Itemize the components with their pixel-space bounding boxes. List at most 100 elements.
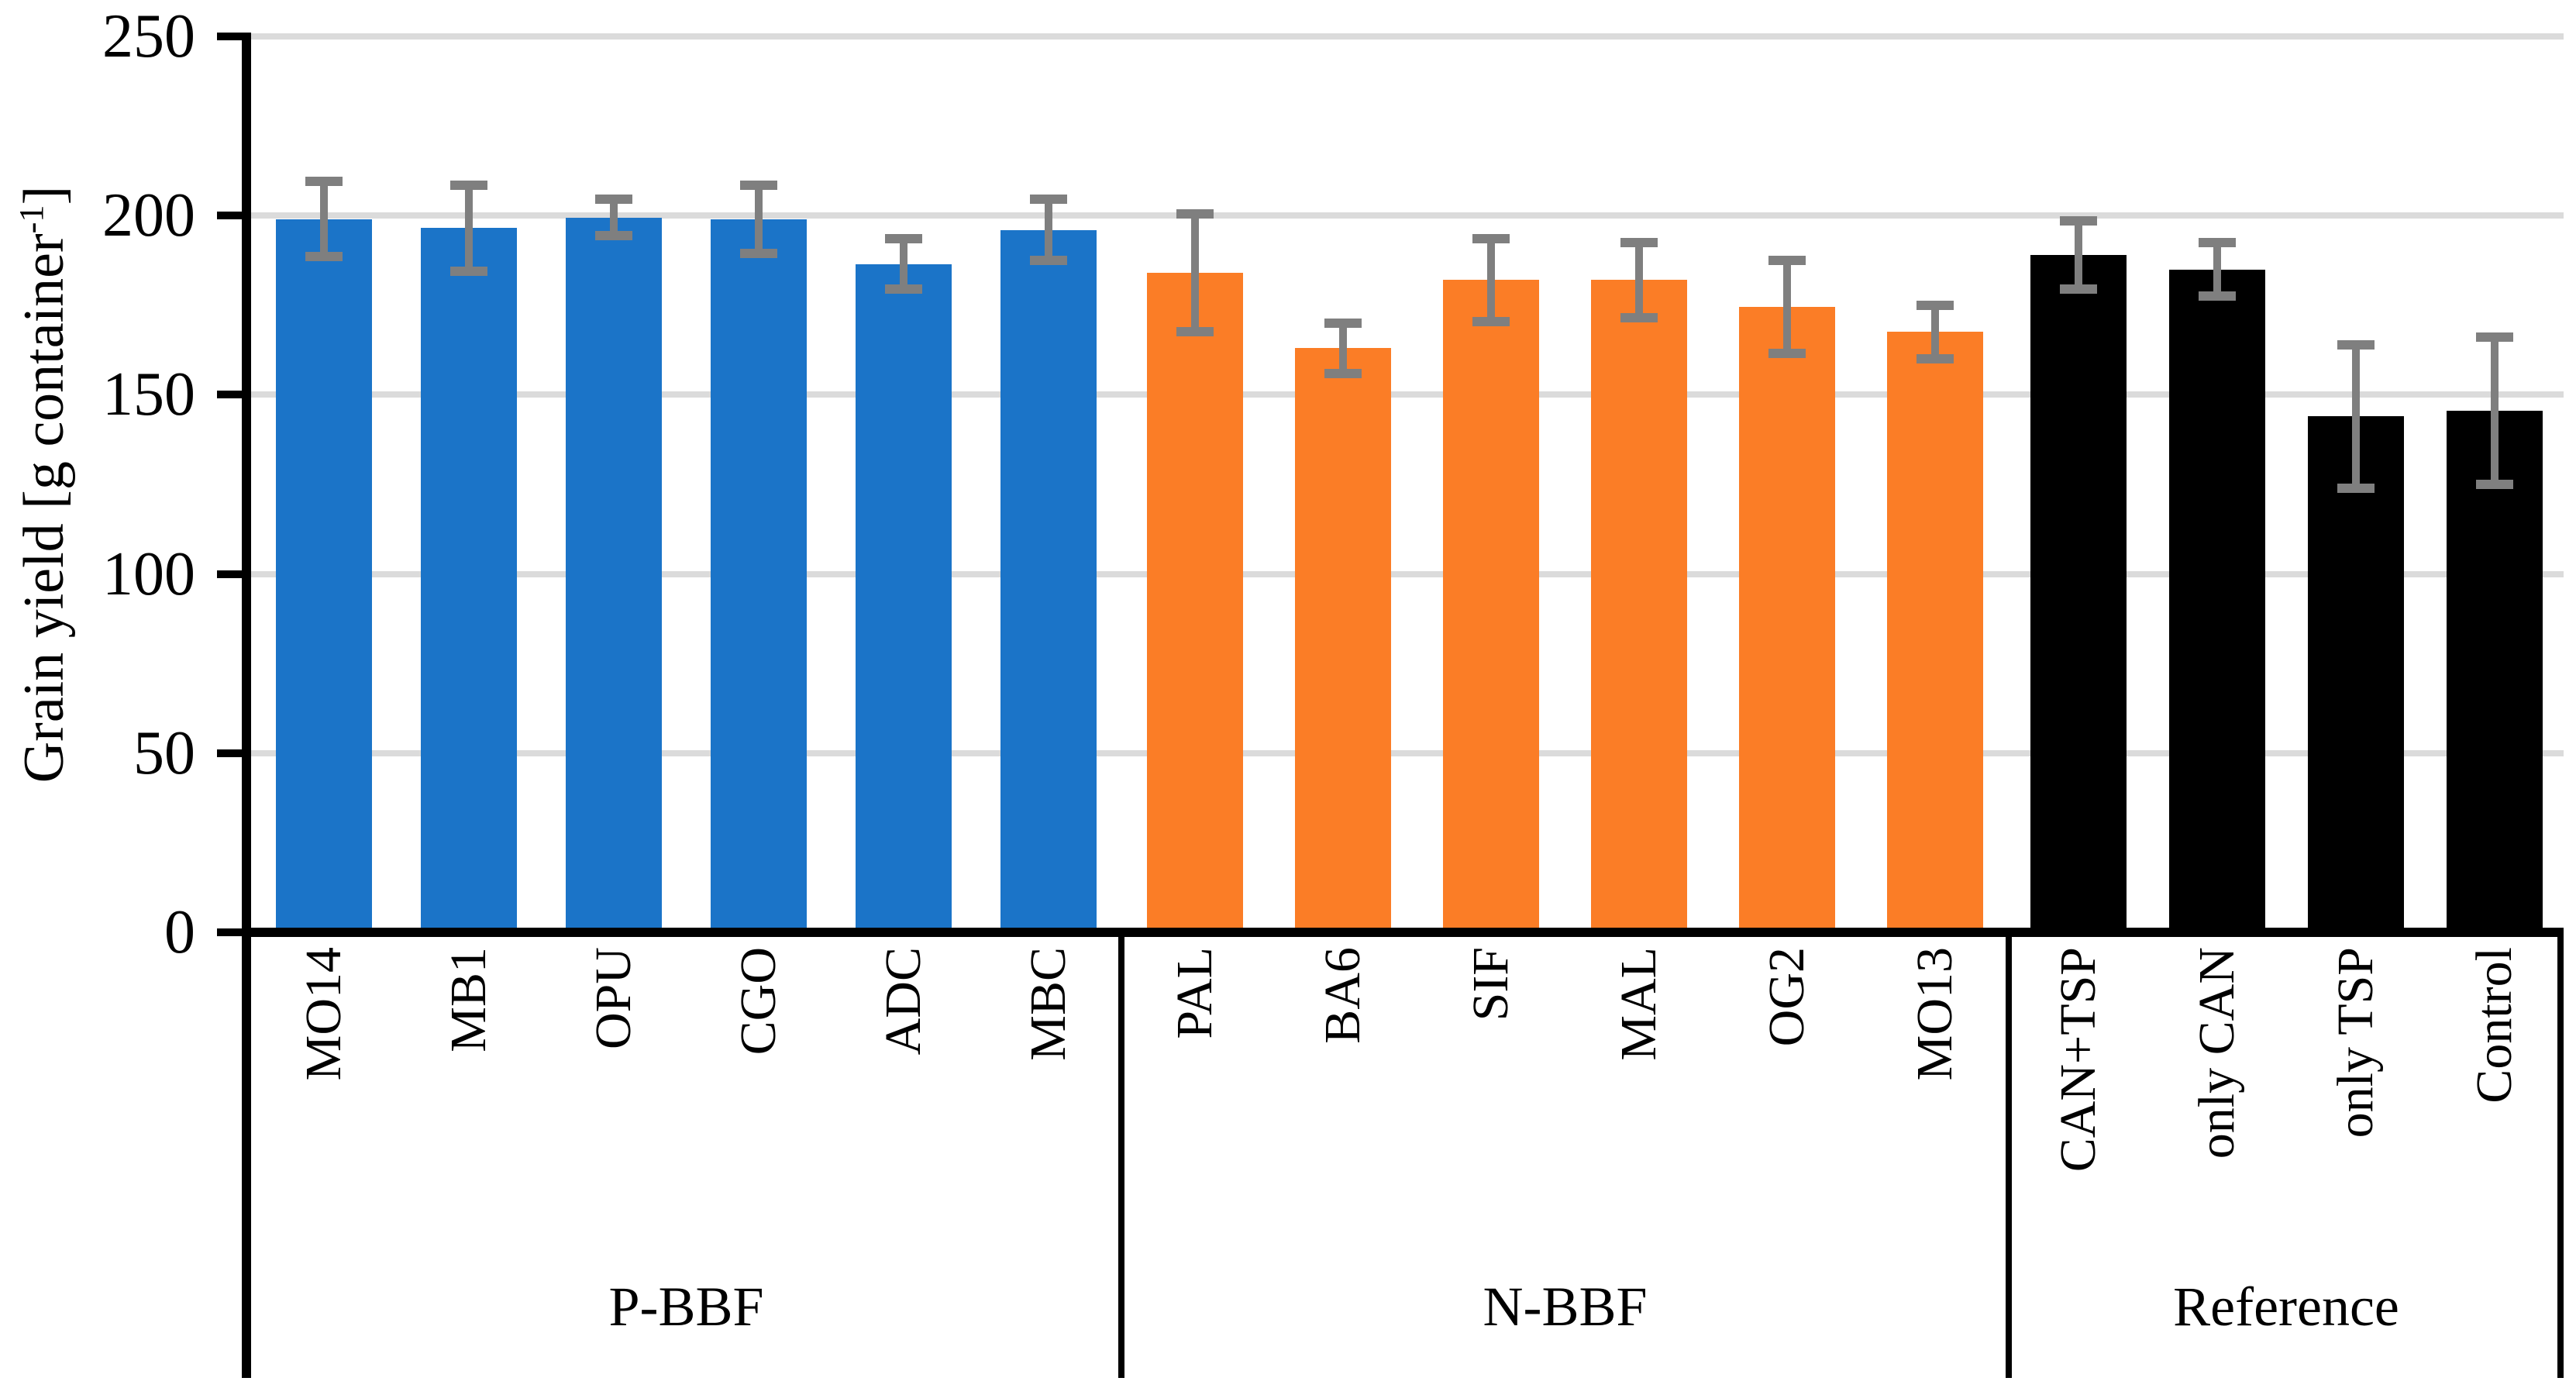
group-label-N-BBF: N-BBF — [1483, 1276, 1648, 1338]
category-label-text-CAN+TSP: CAN+TSP — [2049, 947, 2106, 1173]
error-bar-top-cap-SIF — [1472, 234, 1510, 244]
error-bar-top-cap-MBC — [1030, 195, 1068, 205]
error-bar-line-ADC — [900, 239, 908, 289]
y-axis-title-suffix: ] — [12, 185, 76, 205]
bar-MO14 — [275, 219, 372, 932]
error-bar-top-cap-PAL — [1176, 208, 1214, 219]
category-label-text-only CAN: only CAN — [2188, 947, 2245, 1159]
y-axis-line — [242, 33, 251, 1378]
error-bar-bottom-cap-Control — [2475, 480, 2513, 489]
bar-CAN+TSP — [2030, 255, 2127, 932]
error-bar-line-PAL — [1191, 213, 1200, 332]
y-tick-label-150: 150 — [102, 360, 195, 429]
error-bar-bottom-cap-OPU — [594, 230, 632, 240]
error-bar-bottom-cap-MO13 — [1916, 354, 1954, 364]
error-bar-line-MO13 — [1930, 305, 1939, 360]
bar-only TSP — [2307, 416, 2404, 932]
y-tick-mark-100 — [217, 570, 242, 578]
y-tick-mark-0 — [217, 928, 242, 936]
y-tick-label-0: 0 — [164, 898, 195, 966]
error-bar-bottom-cap-MAL — [1620, 312, 1658, 322]
error-bar-line-MAL — [1634, 242, 1643, 318]
label-area-right-border — [2557, 932, 2564, 1378]
error-bar-top-cap-OPU — [594, 195, 632, 205]
bar-Control — [2446, 411, 2543, 932]
gridline-50 — [251, 749, 2564, 756]
category-label-text-SIF: SIF — [1462, 947, 1520, 1021]
error-bar-bottom-cap-BA6 — [1324, 368, 1362, 378]
y-tick-mark-50 — [217, 749, 242, 757]
bar-BA6 — [1295, 348, 1392, 932]
error-bar-top-cap-MO13 — [1916, 300, 1954, 310]
bar-MBC — [1000, 229, 1097, 932]
bar-SIF — [1443, 280, 1540, 932]
category-label-text-CGO: CGO — [730, 947, 787, 1056]
error-bar-bottom-cap-MB1 — [449, 266, 487, 276]
y-tick-label-250: 250 — [102, 2, 195, 71]
category-label-text-MBC: MBC — [1020, 947, 1077, 1061]
error-bar-top-cap-Control — [2475, 332, 2513, 343]
category-label-text-MB1: MB1 — [439, 947, 497, 1052]
category-label-text-only TSP: only TSP — [2326, 947, 2384, 1138]
error-bar-line-CGO — [755, 184, 763, 253]
bar-ADC — [856, 264, 952, 932]
category-label-text-MO14: MO14 — [294, 947, 352, 1081]
group-label-Reference: Reference — [2173, 1276, 2399, 1338]
x-axis-line — [242, 928, 2564, 937]
error-bar-line-MO14 — [319, 181, 328, 257]
error-bar-line-SIF — [1487, 239, 1496, 322]
error-bar-top-cap-only CAN — [2198, 237, 2236, 247]
error-bar-bottom-cap-PAL — [1176, 327, 1214, 337]
category-label-text-Control: Control — [2465, 947, 2523, 1104]
error-bar-bottom-cap-only TSP — [2337, 483, 2375, 493]
y-axis-title-superscript: -1 — [12, 205, 51, 234]
y-tick-mark-150 — [217, 391, 242, 399]
error-bar-top-cap-MO14 — [305, 177, 343, 187]
bar-OPU — [565, 217, 662, 932]
bar-MB1 — [420, 228, 517, 932]
category-label-text-OG2: OG2 — [1758, 947, 1815, 1047]
error-bar-bottom-cap-MBC — [1030, 256, 1068, 265]
error-bar-line-CAN+TSP — [2074, 221, 2082, 289]
error-bar-top-cap-MAL — [1620, 237, 1658, 247]
gridline-150 — [251, 391, 2564, 398]
y-axis-title-text: Grain yield [g container — [12, 233, 76, 784]
error-bar-top-cap-only TSP — [2337, 339, 2375, 350]
error-bar-line-MBC — [1045, 199, 1053, 260]
bar-only CAN — [2168, 269, 2265, 932]
category-label-text-OPU: OPU — [584, 947, 642, 1050]
category-label-text-PAL: PAL — [1166, 947, 1224, 1039]
error-bar-line-only TSP — [2351, 344, 2360, 488]
error-bar-line-only CAN — [2213, 242, 2221, 297]
gridline-200 — [251, 212, 2564, 219]
error-bar-bottom-cap-CAN+TSP — [2059, 284, 2097, 294]
y-tick-mark-250 — [217, 33, 242, 40]
y-tick-mark-200 — [217, 212, 242, 220]
error-bar-bottom-cap-ADC — [885, 284, 923, 294]
bar-MAL — [1590, 280, 1687, 932]
y-tick-label-200: 200 — [102, 181, 195, 250]
y-tick-label-100: 100 — [102, 539, 195, 608]
error-bar-line-Control — [2490, 337, 2499, 484]
error-bar-bottom-cap-SIF — [1472, 316, 1510, 326]
bar-OG2 — [1738, 307, 1835, 932]
group-separator-1 — [1118, 932, 1124, 1378]
error-bar-top-cap-ADC — [885, 234, 923, 244]
category-label-text-BA6: BA6 — [1314, 947, 1372, 1044]
error-bar-line-OG2 — [1782, 260, 1791, 354]
error-bar-top-cap-CGO — [740, 180, 778, 190]
error-bar-top-cap-CAN+TSP — [2059, 216, 2097, 226]
error-bar-bottom-cap-MO14 — [305, 252, 343, 262]
error-bar-line-BA6 — [1339, 322, 1348, 374]
error-bar-top-cap-OG2 — [1768, 256, 1806, 265]
error-bar-bottom-cap-CGO — [740, 248, 778, 258]
error-bar-line-MB1 — [464, 184, 473, 271]
error-bar-line-OPU — [609, 199, 618, 236]
bar-PAL — [1147, 273, 1244, 932]
y-axis-title: Grain yield [g container-1] — [11, 186, 77, 784]
category-label-text-MO13: MO13 — [1906, 947, 1963, 1081]
y-tick-label-50: 50 — [133, 718, 195, 787]
category-label-text-MAL: MAL — [1610, 947, 1667, 1061]
group-separator-2 — [2006, 932, 2012, 1378]
